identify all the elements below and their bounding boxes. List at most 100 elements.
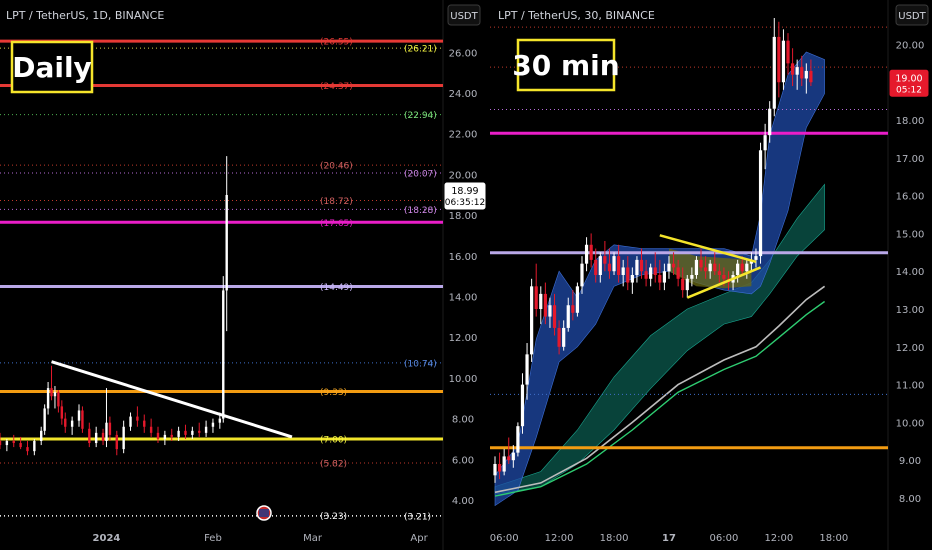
level-label: (18.72) bbox=[320, 197, 353, 207]
candle-body bbox=[690, 275, 694, 279]
candle-body bbox=[88, 428, 91, 444]
y-tick-label: 8.00 bbox=[452, 415, 474, 426]
candle-body bbox=[204, 426, 208, 433]
flag-canton bbox=[259, 509, 269, 517]
currency-button-label[interactable]: USDT bbox=[898, 11, 926, 22]
x-tick-label: 18:00 bbox=[600, 533, 629, 544]
y-tick-label: 16.00 bbox=[896, 192, 925, 203]
candle-body bbox=[804, 70, 808, 79]
y-tick-label: 9.00 bbox=[899, 456, 921, 467]
x-tick-label: 06:00 bbox=[490, 533, 519, 544]
candle-body bbox=[156, 432, 160, 439]
level-label: (18.28) bbox=[404, 206, 437, 216]
candle-body bbox=[19, 443, 22, 448]
candle-body bbox=[502, 456, 506, 472]
candle-body bbox=[676, 267, 680, 279]
candle-body bbox=[129, 416, 132, 427]
candle-body bbox=[745, 263, 749, 272]
candle-body bbox=[0, 440, 2, 446]
candle-body bbox=[64, 418, 67, 427]
price-tag bbox=[889, 69, 929, 97]
candle-body bbox=[211, 422, 215, 427]
level-label: (26.21) bbox=[404, 45, 437, 55]
y-tick-label: 12.00 bbox=[896, 343, 925, 354]
candle-body bbox=[598, 256, 602, 276]
candle-body bbox=[617, 256, 621, 276]
y-tick-label: 20.00 bbox=[896, 40, 925, 51]
candle-body bbox=[699, 259, 703, 268]
candle-body bbox=[525, 354, 529, 385]
gray-ema-line bbox=[494, 285, 826, 494]
x-tick-label: Mar bbox=[303, 533, 323, 544]
currency-button-label[interactable]: USDT bbox=[450, 11, 478, 22]
x-tick-label: 17 bbox=[662, 533, 676, 544]
candle-body bbox=[115, 434, 118, 450]
candle-body bbox=[12, 440, 15, 444]
timeframe-badge-label: 30 min bbox=[512, 49, 619, 82]
y-tick-label: 12.00 bbox=[449, 333, 478, 344]
candle-body bbox=[552, 305, 557, 328]
candle-body bbox=[584, 244, 589, 264]
y-tick-label: 22.00 bbox=[449, 130, 478, 141]
y-tick-label: 20.00 bbox=[449, 170, 478, 181]
candle-body bbox=[57, 392, 60, 407]
candle-body bbox=[218, 418, 222, 423]
y-tick-label: 26.00 bbox=[449, 48, 478, 59]
candle-body bbox=[530, 286, 534, 355]
level-label: (7.00) bbox=[320, 435, 347, 445]
candle-body bbox=[101, 432, 105, 441]
candle-body bbox=[635, 259, 639, 276]
candle-body bbox=[198, 430, 201, 433]
chart-header: LPT / TetherUS, 1D, BINANCE bbox=[6, 9, 164, 22]
candle-body bbox=[694, 259, 699, 276]
candle-body bbox=[681, 278, 685, 291]
level-label: (10.74) bbox=[404, 359, 437, 369]
price-tag-value: 19.00 bbox=[895, 73, 922, 84]
x-tick-label: 2024 bbox=[93, 533, 121, 544]
y-tick-label: 13.00 bbox=[896, 305, 925, 316]
candle-body bbox=[772, 36, 776, 109]
blue-band bbox=[494, 51, 825, 507]
candle-body bbox=[105, 422, 108, 441]
y-tick-label: 6.00 bbox=[452, 455, 474, 466]
teal-ribbon-band bbox=[494, 183, 825, 495]
candle-body bbox=[40, 430, 43, 441]
candle-body bbox=[566, 305, 570, 328]
candle-body bbox=[809, 70, 813, 83]
candle-body bbox=[70, 420, 74, 427]
candle-body bbox=[225, 194, 228, 291]
candle-body bbox=[177, 430, 180, 437]
candle-body bbox=[520, 384, 525, 427]
candle-body bbox=[740, 263, 744, 272]
chart-header: LPT / TetherUS, 30, BINANCE bbox=[498, 9, 655, 22]
candle-body bbox=[722, 275, 726, 279]
candle-body bbox=[543, 293, 547, 317]
candle-body bbox=[53, 392, 57, 397]
candle-body bbox=[143, 420, 146, 427]
candle-body bbox=[516, 426, 520, 453]
candle-body bbox=[717, 271, 721, 276]
level-label: (14.49) bbox=[320, 283, 353, 293]
candle-body bbox=[662, 271, 666, 283]
y-tick-label: 10.00 bbox=[449, 374, 478, 385]
candle-body bbox=[754, 256, 758, 260]
candle-body bbox=[557, 327, 561, 347]
candle-body bbox=[630, 275, 634, 283]
price-tag-countdown: 06:35:12 bbox=[445, 198, 485, 208]
candle-body bbox=[786, 40, 790, 64]
y-tick-label: 18.00 bbox=[449, 211, 478, 222]
candle-body bbox=[539, 293, 543, 310]
candle-body bbox=[708, 263, 712, 272]
candle-body bbox=[795, 67, 799, 75]
y-tick-label: 24.00 bbox=[449, 89, 478, 100]
candle-body bbox=[534, 286, 538, 310]
candle-body bbox=[649, 267, 653, 279]
y-tick-label: 15.00 bbox=[896, 229, 925, 240]
x-tick-label: Apr bbox=[410, 533, 428, 544]
candle-body bbox=[184, 430, 187, 435]
candle-body bbox=[621, 267, 625, 276]
candle-body bbox=[26, 447, 29, 452]
candle-body bbox=[571, 305, 575, 313]
candle-body bbox=[493, 463, 497, 476]
